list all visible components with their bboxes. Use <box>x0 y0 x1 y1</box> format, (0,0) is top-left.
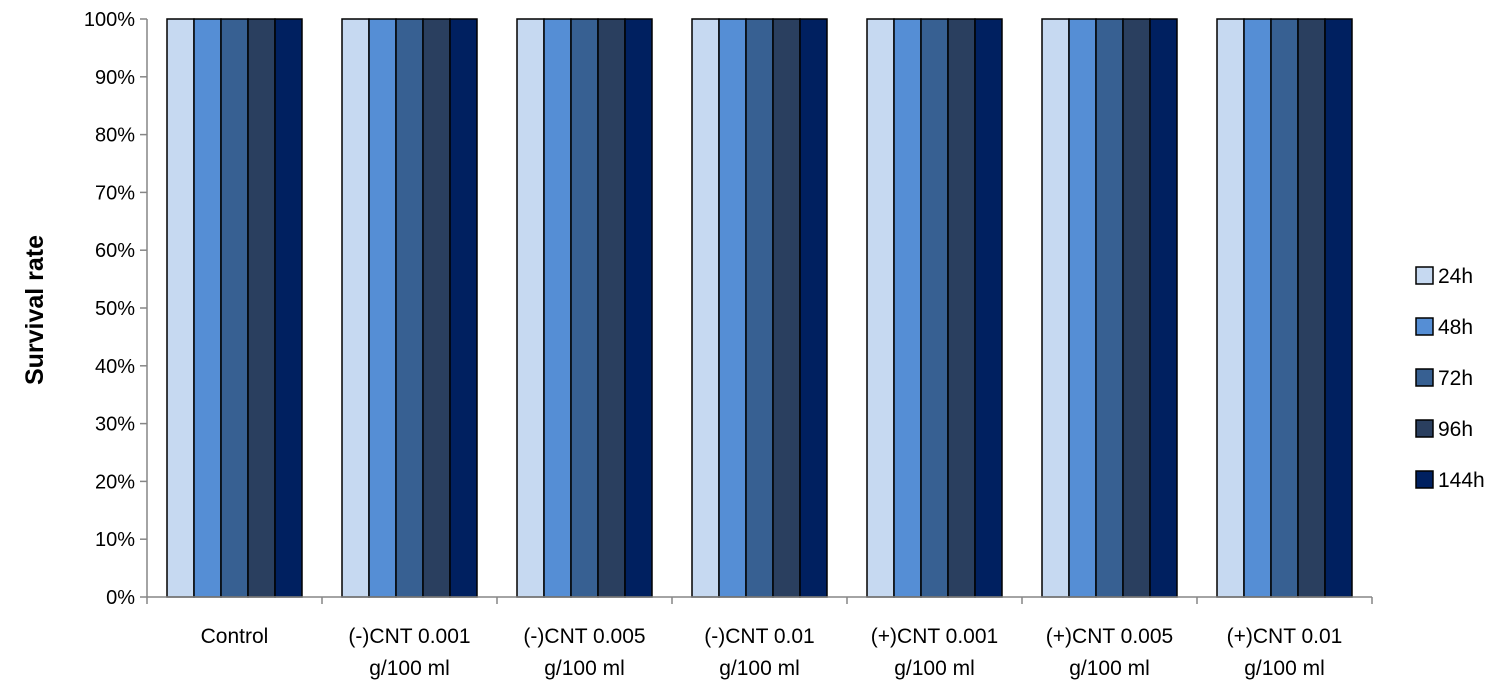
x-category-label: (-)CNT 0.005 g/100 ml <box>523 625 645 680</box>
bar-48h-cat-3 <box>718 18 747 598</box>
bar-48h-cat-2 <box>543 18 572 598</box>
legend-label-48h: 48h <box>1438 316 1473 339</box>
y-tick-label: 70% <box>95 182 135 204</box>
legend-label-144h: 144h <box>1438 469 1485 492</box>
bar-72h-cat-1 <box>395 18 424 598</box>
y-tick-label: 80% <box>95 125 135 147</box>
legend-swatch-48h <box>1415 317 1434 336</box>
x-tick-labels: Control (-)CNT 0.001 g/100 ml (-)CNT 0.005 g… <box>201 625 1343 680</box>
axes-group <box>140 18 1373 604</box>
bar-144h-cat-4 <box>974 18 1003 598</box>
bar-144h-cat-1 <box>449 18 478 598</box>
bar-48h-cat-0 <box>193 18 222 598</box>
bar-144h-cat-0 <box>274 18 303 598</box>
y-tick-label: 20% <box>95 471 135 493</box>
bar-24h-cat-4 <box>866 18 895 598</box>
y-tick-label: 40% <box>95 356 135 378</box>
bar-96h-cat-5 <box>1122 18 1151 598</box>
legend-swatch-24h <box>1415 266 1434 285</box>
y-tick-label: 50% <box>95 298 135 320</box>
legend: 24h 48h 72h 96h 144h <box>1415 265 1485 492</box>
x-category-label: (+)CNT 0.001 g/100 ml <box>871 625 998 680</box>
bar-72h-cat-5 <box>1095 18 1124 598</box>
bar-144h-cat-2 <box>624 18 653 598</box>
bar-24h-cat-5 <box>1041 18 1070 598</box>
x-category-label: (+)CNT 0.005 g/100 ml <box>1046 625 1173 680</box>
y-tick-label: 10% <box>95 529 135 551</box>
bar-96h-cat-1 <box>422 18 451 598</box>
y-tick-label: 0% <box>106 587 135 609</box>
bar-48h-cat-6 <box>1243 18 1272 598</box>
legend-label-24h: 24h <box>1438 265 1473 288</box>
y-tick-label: 90% <box>95 67 135 89</box>
legend-swatch-144h <box>1415 470 1434 489</box>
bar-24h-cat-3 <box>691 18 720 598</box>
bar-48h-cat-4 <box>893 18 922 598</box>
bar-96h-cat-0 <box>247 18 276 598</box>
bar-24h-cat-1 <box>341 18 370 598</box>
x-category-label: (-)CNT 0.01 g/100 ml <box>704 625 814 680</box>
bar-24h-cat-6 <box>1216 18 1245 598</box>
y-tick-labels: 0% 10% 20% 30% 40% 50% 60% 70% 80% 90% 100% <box>84 9 135 609</box>
bar-24h-cat-2 <box>516 18 545 598</box>
y-tick-label: 100% <box>84 9 135 31</box>
legend-swatch-72h <box>1415 368 1434 387</box>
bar-24h-cat-0 <box>166 18 195 598</box>
bar-48h-cat-5 <box>1068 18 1097 598</box>
legend-label-72h: 72h <box>1438 367 1473 390</box>
x-category-label: (+)CNT 0.01 g/100 ml <box>1227 625 1343 680</box>
bar-72h-cat-0 <box>220 18 249 598</box>
bar-72h-cat-2 <box>570 18 599 598</box>
bar-144h-cat-5 <box>1149 18 1178 598</box>
y-tick-label: 60% <box>95 240 135 262</box>
bar-144h-cat-3 <box>799 18 828 598</box>
bar-144h-cat-6 <box>1324 18 1353 598</box>
bar-72h-cat-4 <box>920 18 949 598</box>
bar-96h-cat-6 <box>1297 18 1326 598</box>
legend-swatch-96h <box>1415 419 1434 438</box>
bars-group <box>166 18 1353 598</box>
y-tick-label: 30% <box>95 414 135 436</box>
y-axis-label: Survival rate <box>21 235 49 385</box>
bar-72h-cat-3 <box>745 18 774 598</box>
bar-48h-cat-1 <box>368 18 397 598</box>
legend-label-96h: 96h <box>1438 418 1473 441</box>
bar-72h-cat-6 <box>1270 18 1299 598</box>
bar-96h-cat-3 <box>772 18 801 598</box>
x-category-label: Control <box>201 625 269 648</box>
bar-96h-cat-2 <box>597 18 626 598</box>
bar-96h-cat-4 <box>947 18 976 598</box>
x-category-label: (-)CNT 0.001 g/100 ml <box>348 625 470 680</box>
